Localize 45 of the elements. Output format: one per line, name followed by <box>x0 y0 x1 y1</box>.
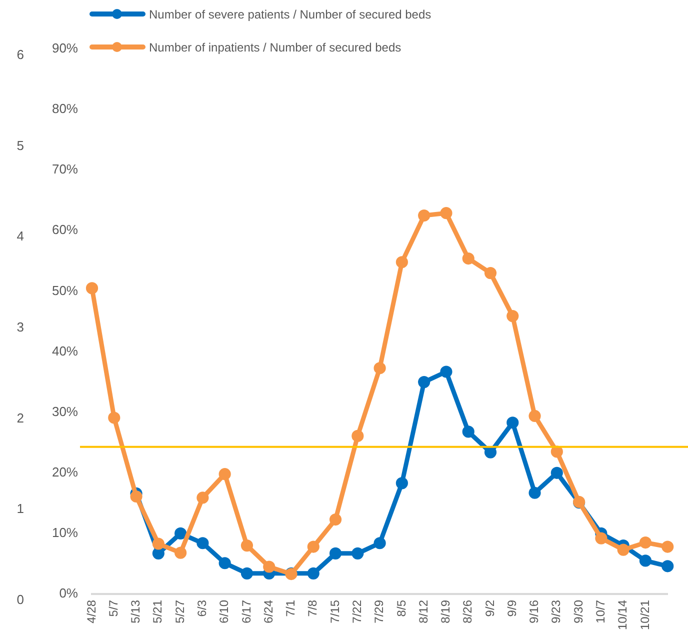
y2-tick-label: 0 <box>16 592 24 608</box>
x-tick-label: 9/2 <box>482 600 497 617</box>
x-tick-label: 4/28 <box>84 600 98 624</box>
y-tick-label: 10% <box>52 525 78 540</box>
x-tick-label: 6/24 <box>261 600 276 624</box>
x-tick-label: 7/22 <box>350 600 364 624</box>
x-tick-label: 10/7 <box>593 600 608 624</box>
y-tick-label: 0% <box>59 586 78 601</box>
y2-tick-label: 6 <box>16 47 24 62</box>
x-tick-label: 6/17 <box>239 600 254 624</box>
y2-tick-label: 4 <box>16 228 24 244</box>
x-tick-label: 7/15 <box>328 600 342 624</box>
y-tick-label: 20% <box>52 464 78 480</box>
x-tick-label: 5/7 <box>106 600 120 617</box>
x-tick-label: 8/19 <box>438 600 453 624</box>
x-tick-label: 8/5 <box>394 600 408 617</box>
x-tick-label: 10/21 <box>638 600 652 630</box>
x-tick-label: 6/3 <box>195 600 210 617</box>
x-tick-label: 5/27 <box>172 600 187 624</box>
y-tick-label: 50% <box>52 282 78 298</box>
y2-tick-label: 1 <box>16 501 24 516</box>
x-tick-label: 7/29 <box>372 600 386 624</box>
x-tick-label: 5/13 <box>128 600 143 624</box>
x-tick-label: 9/23 <box>549 600 564 624</box>
y-tick-label: 40% <box>52 343 78 358</box>
y-tick-label: 30% <box>52 404 78 419</box>
y-tick-label: 60% <box>52 222 78 238</box>
legend-label: Number of severe patients / Number of secured beds <box>149 7 432 22</box>
x-tick-label: 6/10 <box>217 600 232 624</box>
legend-label: Number of inpatients / Number of secured beds <box>149 40 402 54</box>
x-tick-label: 7/8 <box>306 600 320 617</box>
x-tick-label: 8/12 <box>416 600 430 624</box>
x-tick-label: 8/26 <box>460 600 475 624</box>
y2-tick-label: 2 <box>16 410 24 426</box>
x-tick-label: 9/9 <box>504 600 519 617</box>
x-tick-label: 9/16 <box>527 600 542 624</box>
y2-tick-label: 3 <box>16 320 24 335</box>
y-tick-label: 80% <box>52 101 78 116</box>
y2-tick-label: 5 <box>16 138 24 153</box>
x-tick-label: 5/21 <box>150 600 165 624</box>
x-tick-label: 10/14 <box>616 600 630 630</box>
y-tick-label: 90% <box>52 40 78 56</box>
y-tick-label: 70% <box>52 162 78 177</box>
x-tick-label: 9/30 <box>571 600 586 624</box>
x-tick-label: 7/1 <box>284 600 298 617</box>
